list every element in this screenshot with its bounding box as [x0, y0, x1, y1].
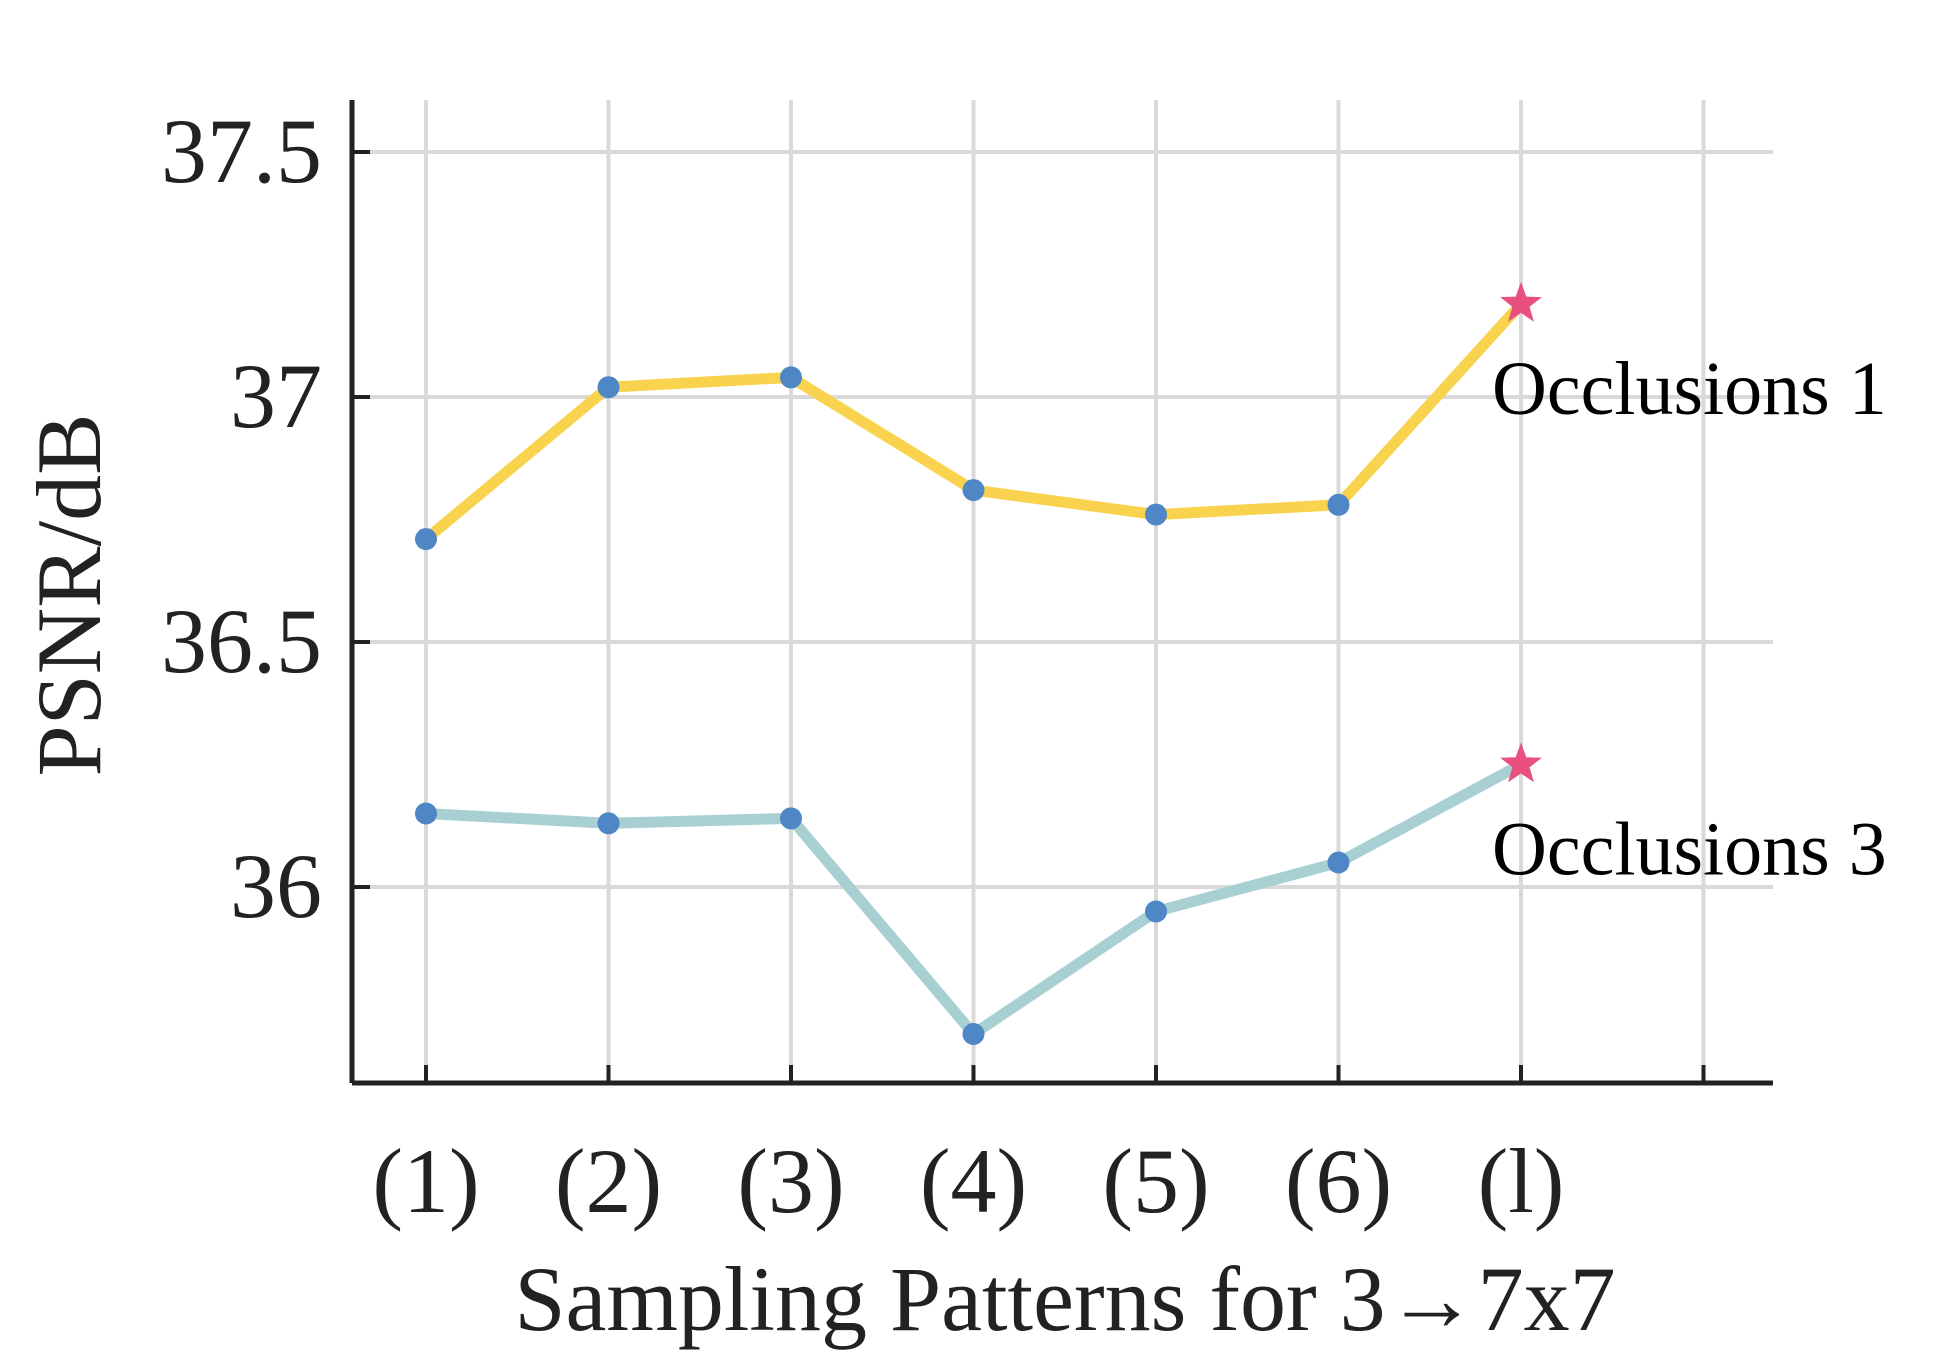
- y-tick-label: 36.5: [161, 590, 322, 692]
- y-axis-title: PSNR/dB: [18, 413, 120, 776]
- data-point: [962, 1023, 985, 1045]
- data-point: [962, 479, 985, 502]
- data-point: [1327, 851, 1350, 874]
- data-point: [415, 528, 437, 551]
- x-tick-label: (6): [1285, 1130, 1392, 1232]
- x-tick-label: (1): [372, 1130, 479, 1232]
- data-point: [1145, 503, 1167, 526]
- x-tick-label: (l): [1478, 1130, 1565, 1232]
- data-point: [415, 802, 437, 825]
- labels-group: (1) (2) (3) (4) (5) (6) (l) 36 36.5 37 37.5 Occlusi…: [161, 100, 1887, 1232]
- highlight-star-marker: [1500, 742, 1542, 783]
- y-tick-label: 36: [230, 835, 322, 937]
- data-point: [780, 366, 802, 389]
- y-tick-label: 37.5: [161, 100, 322, 202]
- highlight-star-marker: [1500, 281, 1542, 322]
- series-label: Occlusions 3: [1492, 808, 1887, 892]
- series-label: Occlusions 1: [1492, 347, 1887, 431]
- data-point: [1327, 493, 1350, 516]
- data-point: [597, 812, 620, 835]
- x-tick-label: (5): [1102, 1130, 1209, 1232]
- data-point: [780, 807, 802, 830]
- data-point: [597, 376, 620, 399]
- data-point: [1145, 900, 1167, 923]
- x-tick-label: (3): [737, 1130, 844, 1232]
- axes: [349, 100, 1773, 1086]
- x-tick-label: (2): [555, 1130, 662, 1232]
- x-tick-label: (4): [920, 1130, 1027, 1232]
- y-tick-label: 37: [230, 345, 322, 447]
- grid-lines: [352, 100, 1773, 1083]
- series-group: [415, 281, 1542, 1045]
- x-axis-title: Sampling Patterns for 3→7x7: [514, 1248, 1615, 1350]
